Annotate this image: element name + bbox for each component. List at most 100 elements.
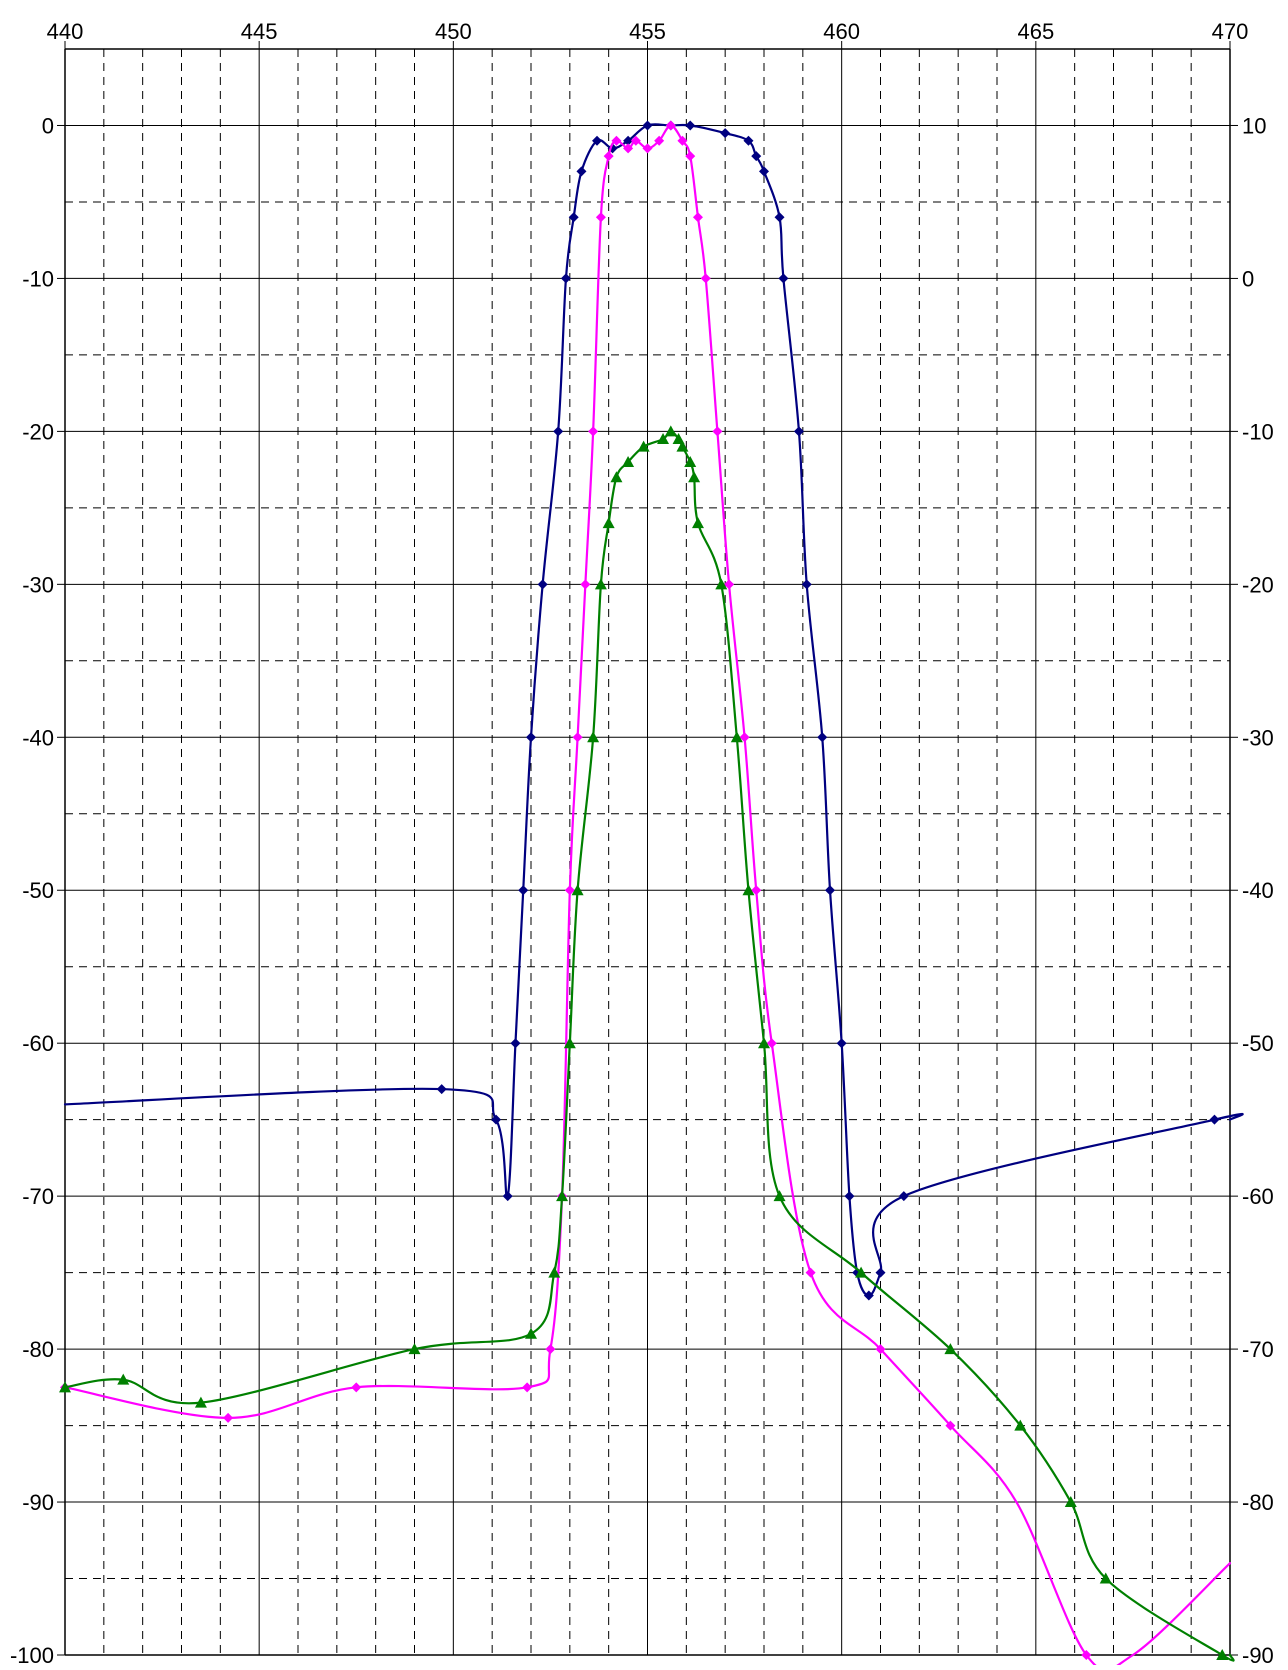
series-3-point <box>525 1327 537 1339</box>
series-2-point <box>766 1038 777 1049</box>
left-y-tick-label: -90 <box>22 1490 54 1515</box>
series-1-point <box>844 1191 855 1202</box>
series-3-point <box>758 1037 770 1049</box>
series-2-point <box>712 426 723 437</box>
series-2-point <box>654 135 665 146</box>
series-1-point <box>793 426 804 437</box>
series-2-point <box>945 1420 956 1431</box>
series-1-point <box>875 1267 886 1278</box>
series-3-point <box>1014 1419 1027 1431</box>
series-1-point <box>568 212 579 223</box>
series-1-point <box>560 273 571 284</box>
series-1-point <box>751 151 762 162</box>
series-3-point <box>602 517 615 529</box>
series-3-point <box>684 455 697 467</box>
series-1-point <box>685 120 696 131</box>
series-2-point <box>1081 1650 1092 1660</box>
series-1-line <box>63 123 1244 1297</box>
series-3-point <box>773 1190 786 1202</box>
series-1-point <box>801 579 812 590</box>
series-3-line <box>63 430 1235 1662</box>
right-y-tick-label: -60 <box>1242 1184 1274 1209</box>
left-y-tick-label: 0 <box>42 113 54 138</box>
grid <box>65 49 1230 1655</box>
series-2-point <box>805 1267 816 1278</box>
series-3-point <box>1216 1649 1229 1660</box>
series-1-point <box>436 1084 447 1095</box>
series-1-point <box>553 426 564 437</box>
series-3-point <box>610 471 623 483</box>
series-1-point <box>863 1290 874 1301</box>
x-tick-label: 440 <box>47 19 84 44</box>
x-tick-label: 445 <box>241 19 278 44</box>
tick-labels: 440 445 450 455 460 465 470 0 -10 -20 -30 -40 -50 -60… <box>10 19 1274 1668</box>
x-tick-label: 465 <box>1017 19 1054 44</box>
series-3-point <box>1064 1496 1077 1508</box>
series-1-point <box>836 1038 847 1049</box>
series-3-point <box>117 1373 130 1385</box>
series-3-point <box>194 1396 207 1408</box>
series-3-point <box>657 433 670 445</box>
series-1-point <box>526 732 536 743</box>
series-1-point <box>825 885 836 896</box>
series-2-point <box>564 885 575 896</box>
right-y-tick-label: -70 <box>1242 1337 1274 1362</box>
left-y-tick-label: -50 <box>22 878 54 903</box>
series-3-point <box>59 1381 71 1393</box>
series-1-point <box>778 273 789 284</box>
right-y-tick-label: -90 <box>1242 1643 1274 1665</box>
series-2-point <box>677 135 688 146</box>
series-2-point <box>630 135 641 146</box>
right-y-tick-label: 0 <box>1242 266 1254 291</box>
series-2-point <box>351 1382 362 1393</box>
series-1-point <box>510 1038 521 1049</box>
series-2-point <box>223 1412 234 1423</box>
series-2-point <box>545 1344 556 1355</box>
series-3-point <box>730 731 743 743</box>
series-3-point <box>571 884 584 896</box>
series-1-point <box>491 1114 502 1125</box>
series-1-point <box>518 885 529 896</box>
left-y-tick-label: -70 <box>22 1184 54 1209</box>
series-2-point <box>751 885 762 896</box>
right-y-tick-label: -20 <box>1242 572 1274 597</box>
series-3-point <box>664 425 677 437</box>
series-3-point <box>715 578 728 590</box>
series-3-point <box>1099 1572 1112 1584</box>
series-2-point <box>665 120 676 131</box>
series-3-point <box>408 1343 421 1355</box>
series-1-point <box>898 1191 909 1202</box>
series-3-point <box>622 455 635 467</box>
series-3-point <box>691 517 704 529</box>
axes <box>57 41 1238 1656</box>
series-3-point <box>688 471 701 483</box>
left-y-tick-label: -10 <box>22 266 54 291</box>
series-1-point <box>623 135 634 146</box>
series-3-point <box>587 731 600 743</box>
series-2-point <box>739 732 750 743</box>
left-y-tick-label: -100 <box>10 1643 54 1665</box>
series-2-point <box>875 1344 886 1355</box>
right-y-tick-label: -30 <box>1242 725 1274 750</box>
right-y-tick-label: 10 <box>1242 113 1266 138</box>
series-1-point <box>592 135 603 146</box>
series-2-point <box>588 426 599 437</box>
series-2-point <box>595 212 606 223</box>
left-y-tick-label: -60 <box>22 1031 54 1056</box>
series-3-point <box>944 1343 957 1355</box>
left-y-tick-label: -40 <box>22 725 54 750</box>
series-3-point <box>637 440 650 452</box>
series-1-point <box>759 166 769 177</box>
series-1-point <box>576 166 587 177</box>
series-2-point <box>522 1382 533 1393</box>
series-2-point <box>642 143 653 154</box>
series-3-point <box>563 1037 576 1049</box>
series-1-point <box>537 579 548 590</box>
series-1-point <box>1209 1114 1220 1125</box>
series-2-point <box>724 579 735 590</box>
x-tick-label: 455 <box>629 19 666 44</box>
series-2-point <box>611 135 622 146</box>
series-3-point <box>594 578 607 590</box>
